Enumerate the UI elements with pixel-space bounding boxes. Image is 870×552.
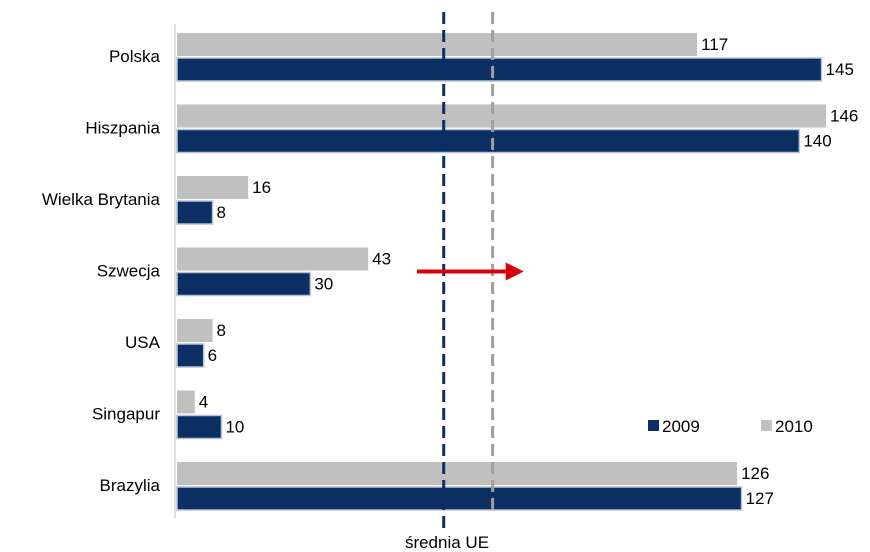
bar-2010 [177, 176, 249, 199]
data-label-2010: 126 [741, 464, 769, 483]
data-label-2009: 30 [314, 275, 333, 294]
data-label-2009: 8 [217, 203, 226, 222]
data-label-2009: 127 [746, 489, 774, 508]
data-label-2009: 145 [826, 60, 854, 79]
annotation-layer [417, 262, 524, 281]
category-label: Brazylia [100, 476, 161, 495]
bar-2009 [176, 271, 312, 297]
data-label-2010: 117 [701, 35, 728, 54]
category-label: Szwecja [97, 262, 161, 281]
reference-label: średnia UE [405, 533, 489, 552]
bar-2009 [176, 486, 743, 511]
bar-2010 [177, 390, 195, 414]
bar-2009 [176, 343, 205, 368]
labels-layer: Polska 117 145 Hiszpania 146 140 Wielka Brytan… [42, 35, 858, 508]
bar-2010 [177, 104, 826, 128]
bar-2010 [177, 462, 738, 485]
category-label: Wielka Brytania [42, 190, 161, 209]
bar-2009 [176, 200, 214, 225]
data-label-2009: 10 [225, 418, 244, 437]
bar-2009 [176, 128, 801, 154]
data-label-2010: 4 [199, 393, 208, 412]
bar-2010 [177, 33, 698, 56]
category-label: Polska [109, 47, 161, 66]
legend-label-2009: 2009 [662, 417, 700, 436]
bar-2009 [176, 57, 823, 82]
bar-2010 [177, 247, 369, 271]
category-label: Hiszpania [85, 119, 160, 138]
data-label-2010: 8 [217, 321, 226, 340]
category-label: Singapur [92, 405, 160, 424]
legend: 2009 2010 [648, 417, 813, 436]
red-arrow-head [505, 262, 524, 281]
data-label-2010: 16 [252, 178, 271, 197]
legend-label-2010: 2010 [775, 417, 813, 436]
data-label-2009: 140 [803, 132, 831, 151]
data-label-2010: 43 [372, 250, 391, 269]
data-label-2009: 6 [208, 346, 217, 365]
legend-swatch-2009 [648, 420, 659, 431]
data-label-2010: 146 [830, 107, 858, 126]
bar-2009 [176, 414, 223, 440]
category-label: USA [125, 333, 161, 352]
bars-layer [176, 33, 826, 511]
bar-2010 [177, 319, 213, 342]
legend-swatch-2010 [761, 420, 772, 431]
